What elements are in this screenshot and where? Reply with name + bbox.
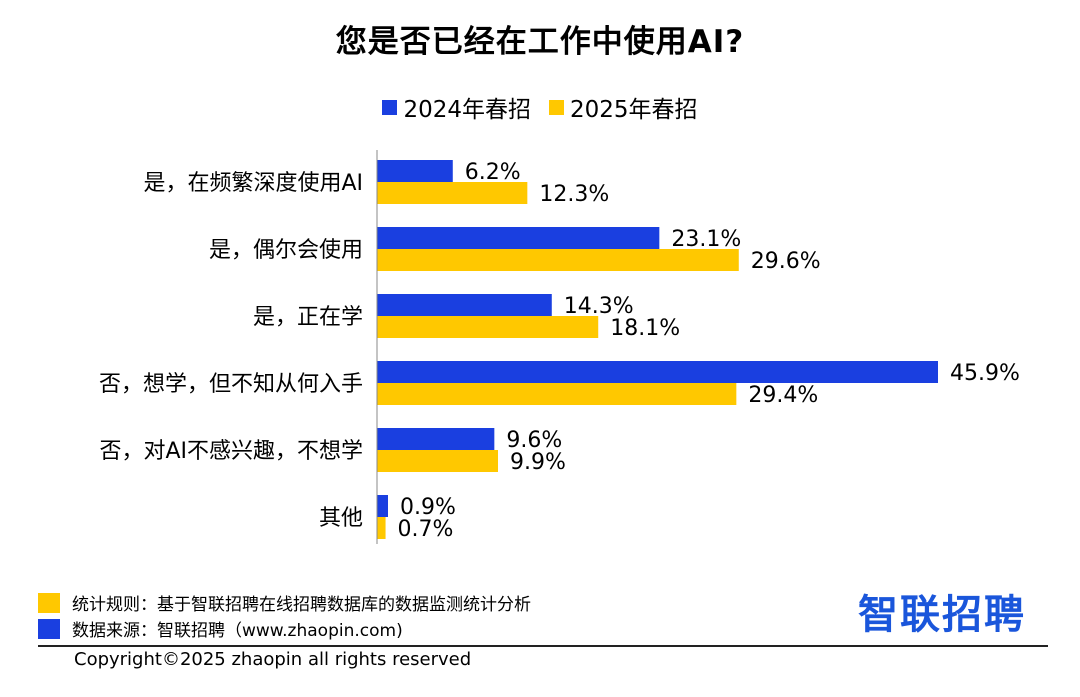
bar-2024	[377, 294, 552, 316]
legend-swatch-2025	[549, 99, 564, 115]
value-label: 23.1%	[671, 227, 741, 252]
category-label: 是，正在学	[253, 305, 363, 330]
value-label: 9.9%	[510, 450, 566, 475]
bar-2025	[377, 316, 599, 338]
value-label: 29.4%	[748, 383, 818, 408]
legend-item-2024: 2024年春招	[382, 90, 531, 124]
category-label: 是，在频繁深度使用AI	[143, 171, 363, 196]
value-label: 45.9%	[950, 361, 1020, 386]
legend-label-2024: 2024年春招	[403, 97, 531, 123]
value-label: 18.1%	[610, 316, 680, 341]
legend-swatch-2024	[382, 99, 398, 115]
bar-2025	[377, 249, 739, 271]
bar-2025	[377, 182, 528, 204]
chart-title: 您是否已经在工作中使用AI?	[335, 24, 745, 60]
category-label: 否，想学，但不知从何入手	[99, 372, 363, 397]
value-label: 9.6%	[506, 428, 562, 453]
chart-legend: 2024年春招 2025年春招	[0, 90, 1080, 124]
footer-divider	[38, 645, 1048, 647]
legend-item-2025: 2025年春招	[549, 90, 698, 124]
bar-2025	[377, 450, 498, 472]
category-label: 否，对AI不感兴趣，不想学	[99, 439, 363, 464]
source-note-text: 数据来源：智联招聘（www.zhaopin.com)	[72, 621, 403, 641]
legend-label-2025: 2025年春招	[570, 97, 698, 123]
brand-logo: 智联招聘	[858, 592, 1026, 638]
category-label: 其他	[319, 506, 363, 531]
bar-2024	[377, 361, 938, 383]
value-label: 0.9%	[400, 495, 456, 520]
rule-note-swatch	[38, 592, 60, 613]
bar-2024	[377, 428, 495, 450]
value-label: 0.7%	[398, 517, 454, 542]
value-label: 12.3%	[539, 182, 609, 207]
category-label: 是，偶尔会使用	[209, 238, 363, 263]
bar-2024	[377, 160, 453, 182]
value-label: 6.2%	[465, 160, 521, 185]
bar-2024	[377, 495, 388, 517]
bar-2025	[377, 383, 737, 405]
bar-2024	[377, 227, 660, 249]
value-label: 29.6%	[751, 249, 821, 274]
rule-note-text: 统计规则：基于智联招聘在线招聘数据库的数据监测统计分析	[72, 595, 531, 615]
footer-rule-note: 统计规则：基于智联招聘在线招聘数据库的数据监测统计分析	[38, 590, 531, 615]
bar-2025	[377, 517, 386, 539]
copyright-text: Copyright©2025 zhaopin all rights reserv…	[74, 649, 472, 670]
footer-source-note: 数据来源：智联招聘（www.zhaopin.com)	[38, 616, 403, 641]
value-label: 14.3%	[564, 294, 634, 319]
source-note-swatch	[38, 618, 60, 639]
